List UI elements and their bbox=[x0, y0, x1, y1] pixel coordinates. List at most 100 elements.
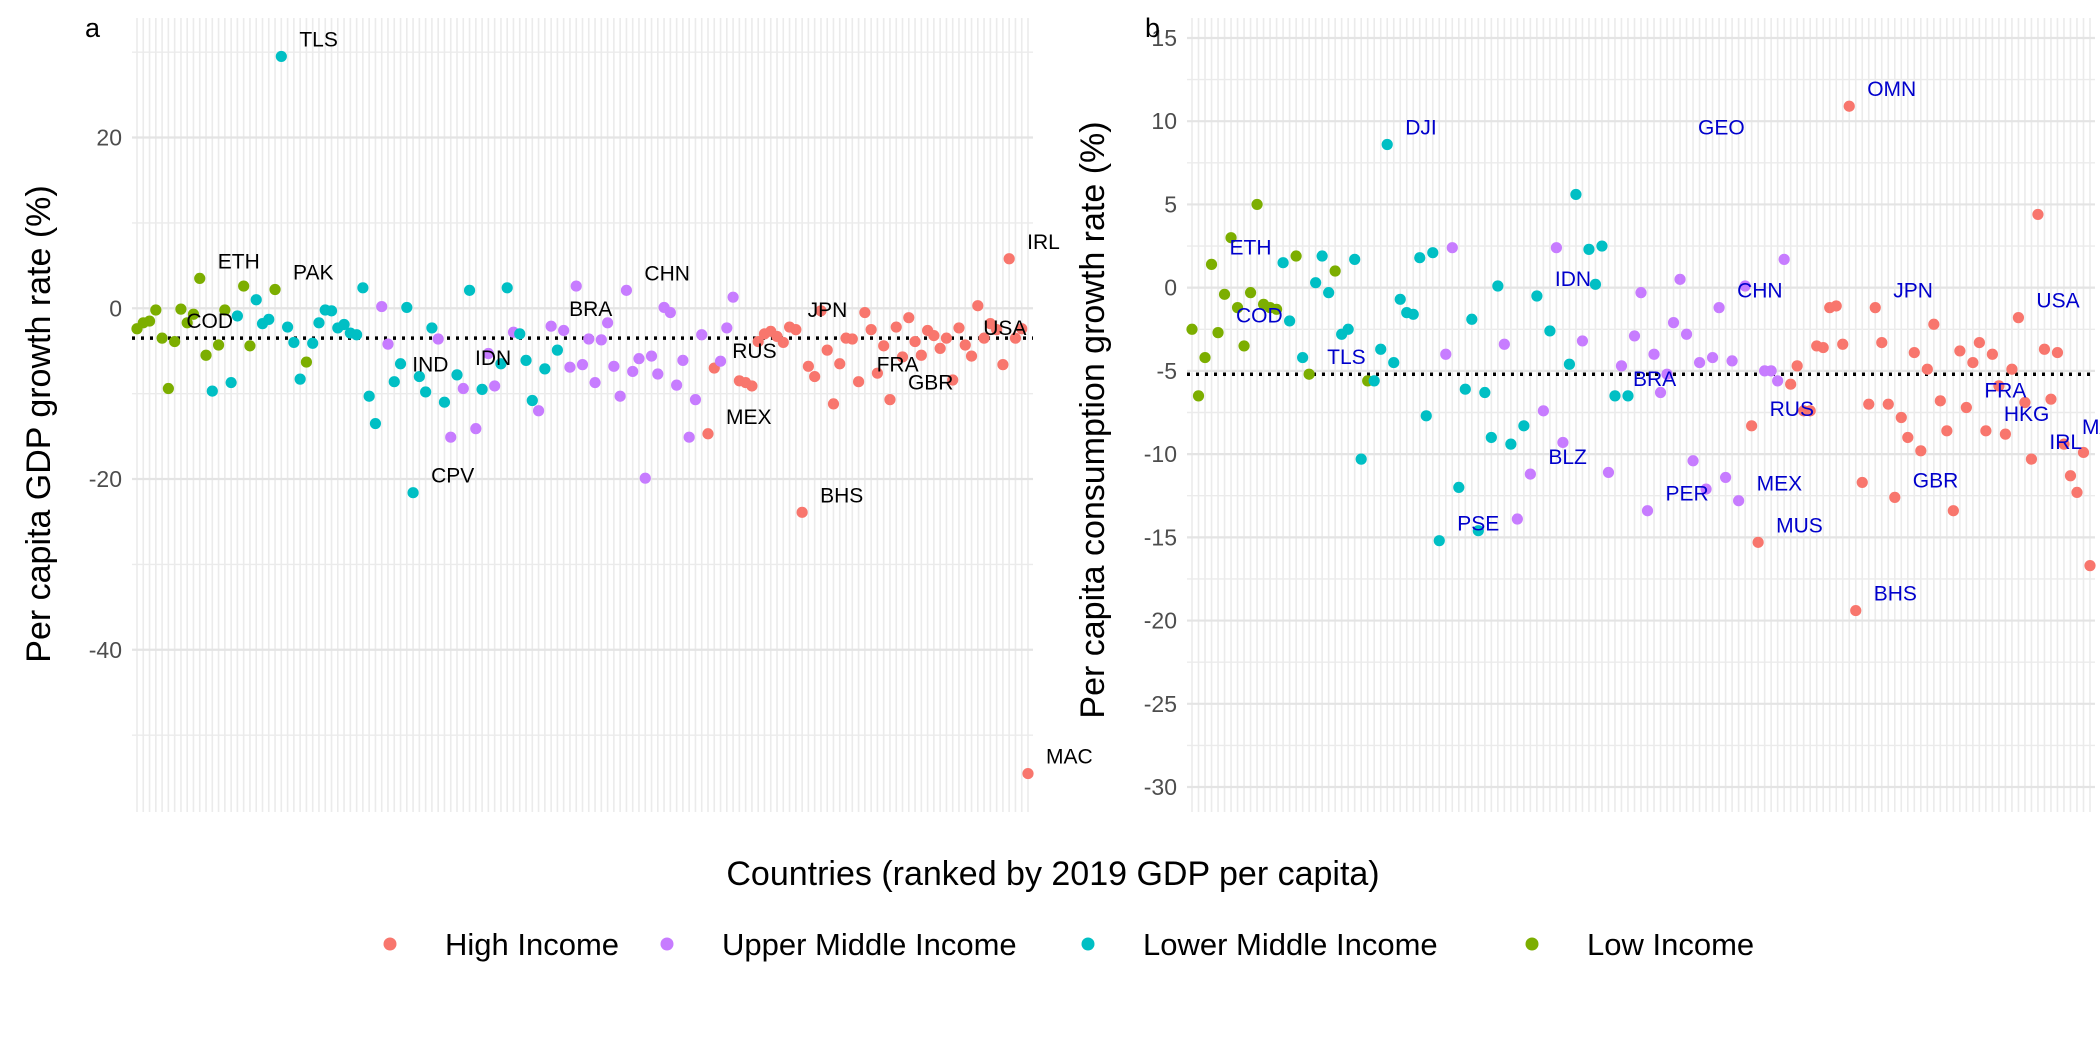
data-point bbox=[2025, 453, 2038, 465]
data-point bbox=[1654, 386, 1667, 399]
data-point bbox=[426, 322, 438, 334]
panel-b-points bbox=[1186, 100, 2096, 617]
data-point bbox=[677, 354, 689, 366]
data-point bbox=[558, 324, 570, 337]
data-point bbox=[1804, 405, 1816, 417]
data-point bbox=[959, 339, 971, 351]
data-point bbox=[1316, 250, 1328, 262]
country-label: IRL bbox=[2049, 431, 2082, 454]
data-point bbox=[1680, 328, 1693, 340]
data-point bbox=[1498, 338, 1510, 350]
y-tick-label: 10 bbox=[1151, 108, 1177, 134]
data-point bbox=[438, 396, 451, 408]
data-point bbox=[1837, 338, 1849, 350]
data-point bbox=[608, 360, 620, 372]
y-tick-label: -40 bbox=[89, 637, 122, 663]
data-point bbox=[1785, 378, 1797, 390]
data-point bbox=[1856, 476, 1868, 489]
data-point bbox=[1427, 247, 1439, 259]
panel-b: -30 -25 -20 -15 -10 -5 0 5 10 15 ETH COD TLS DJI PSE I… bbox=[1074, 13, 2100, 812]
data-point bbox=[1947, 505, 1959, 517]
country-label: GBR bbox=[908, 372, 954, 395]
country-label: IDN bbox=[1555, 268, 1591, 291]
data-point bbox=[1882, 398, 1894, 410]
data-point bbox=[1531, 290, 1543, 302]
data-point bbox=[595, 334, 607, 346]
data-point bbox=[834, 358, 846, 370]
legend-key bbox=[1525, 937, 1539, 951]
data-point bbox=[1641, 505, 1654, 517]
data-point bbox=[1583, 243, 1595, 255]
data-point bbox=[1238, 340, 1250, 352]
data-point bbox=[576, 359, 589, 371]
data-point bbox=[1003, 253, 1015, 265]
country-label: IDN bbox=[475, 347, 511, 370]
data-point bbox=[1022, 767, 1034, 780]
data-point bbox=[2084, 560, 2096, 572]
data-point bbox=[1986, 348, 1998, 360]
data-point bbox=[1446, 242, 1458, 254]
data-point bbox=[1016, 323, 1028, 335]
data-point bbox=[790, 324, 802, 336]
data-point bbox=[1225, 232, 1237, 244]
country-label: MEX bbox=[1757, 473, 1803, 496]
country-label: IRL bbox=[1027, 231, 1060, 254]
y-tick-label: -5 bbox=[1157, 358, 1177, 384]
data-point bbox=[890, 321, 902, 333]
data-point bbox=[1310, 277, 1322, 289]
data-point bbox=[1394, 293, 1406, 305]
data-point bbox=[1648, 348, 1660, 360]
data-point bbox=[1570, 188, 1582, 201]
data-point bbox=[903, 312, 915, 324]
y-tick-label: -30 bbox=[1144, 774, 1177, 800]
data-point bbox=[564, 361, 576, 373]
country-label: FRA bbox=[877, 354, 919, 377]
data-point bbox=[1850, 604, 1862, 617]
data-point bbox=[1609, 390, 1621, 402]
panel-a: -40 -20 0 20 TLS ETH PAK COD IND CPV IDN BRA CHN RUS… bbox=[20, 13, 1093, 812]
data-point bbox=[1440, 348, 1452, 360]
data-point bbox=[928, 330, 940, 342]
data-point bbox=[244, 340, 256, 352]
country-label: COD bbox=[1236, 305, 1283, 328]
data-point bbox=[1622, 390, 1634, 402]
legend-label: Upper Middle Income bbox=[722, 927, 1017, 962]
country-label: PER bbox=[1666, 483, 1709, 506]
data-point bbox=[1212, 327, 1224, 339]
data-point bbox=[752, 335, 764, 348]
data-point bbox=[212, 339, 225, 351]
country-label: PSE bbox=[1457, 513, 1499, 536]
data-point bbox=[1967, 356, 1979, 369]
data-point bbox=[325, 305, 338, 317]
data-point bbox=[1615, 360, 1628, 372]
data-point bbox=[206, 385, 218, 397]
data-point bbox=[357, 282, 369, 294]
data-point bbox=[1492, 280, 1504, 292]
data-point bbox=[1576, 335, 1589, 347]
data-point bbox=[200, 349, 212, 361]
data-point bbox=[1746, 420, 1758, 432]
data-point bbox=[1733, 495, 1745, 507]
panel-b-country-labels: ETH COD TLS DJI PSE IDN BLZ BRA PER GEO CHN RUS MEX M… bbox=[1230, 78, 2100, 605]
data-point bbox=[1511, 513, 1523, 525]
y-tick-label: 20 bbox=[96, 125, 122, 151]
panel-a-y-ticks: -40 -20 0 20 bbox=[89, 125, 122, 663]
data-point bbox=[714, 355, 727, 367]
data-point bbox=[263, 313, 275, 325]
data-point bbox=[2045, 393, 2057, 405]
data-point bbox=[1505, 438, 1517, 450]
data-point bbox=[1284, 315, 1296, 327]
data-point bbox=[1375, 343, 1387, 355]
country-label: COD bbox=[186, 310, 233, 333]
y-tick-label: -25 bbox=[1144, 691, 1177, 717]
country-label: HKG bbox=[2004, 403, 2050, 426]
data-point bbox=[545, 320, 557, 332]
legend: High Income Upper Middle Income Lower Midd… bbox=[383, 927, 1754, 962]
country-label: IND bbox=[412, 354, 448, 377]
country-label: TLS bbox=[1327, 346, 1366, 369]
data-point bbox=[821, 344, 833, 356]
country-label: FRA bbox=[1984, 380, 2026, 403]
data-point bbox=[953, 322, 965, 334]
data-point bbox=[696, 329, 708, 341]
